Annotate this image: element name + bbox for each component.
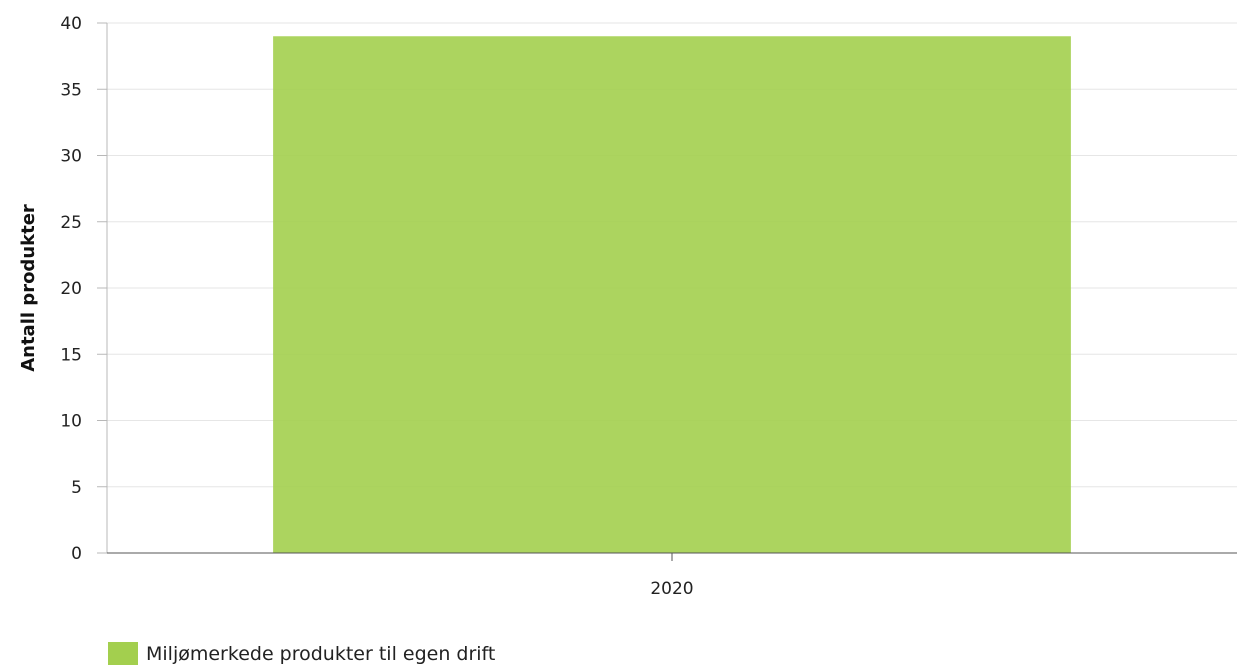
y-tick-label: 40	[60, 14, 82, 34]
legend-label: Miljømerkede produkter til egen drift	[146, 642, 496, 665]
y-tick-label: 35	[60, 80, 82, 100]
y-tick-label: 10	[60, 412, 82, 432]
y-tick-label: 20	[60, 279, 82, 299]
y-tick-label: 5	[71, 478, 82, 498]
y-axis-label: Antall produkter	[18, 204, 39, 372]
y-tick-label: 0	[71, 544, 82, 564]
bar-2020	[273, 36, 1071, 553]
bars	[273, 36, 1071, 553]
y-tick-label: 30	[60, 147, 82, 167]
x-axis-ticks: 2020	[650, 553, 694, 599]
x-tick-label: 2020	[650, 579, 693, 599]
bar-chart: 0 5 10 15 20 25 30 35 40 2020 Antall produkter	[18, 14, 1237, 599]
y-tick-label: 25	[60, 213, 82, 233]
y-tick-label: 15	[60, 345, 82, 365]
legend: Miljømerkede produkter til egen drift	[108, 642, 495, 665]
legend-swatch	[108, 642, 138, 665]
y-axis-ticks: 0 5 10 15 20 25 30 35 40	[60, 14, 107, 564]
